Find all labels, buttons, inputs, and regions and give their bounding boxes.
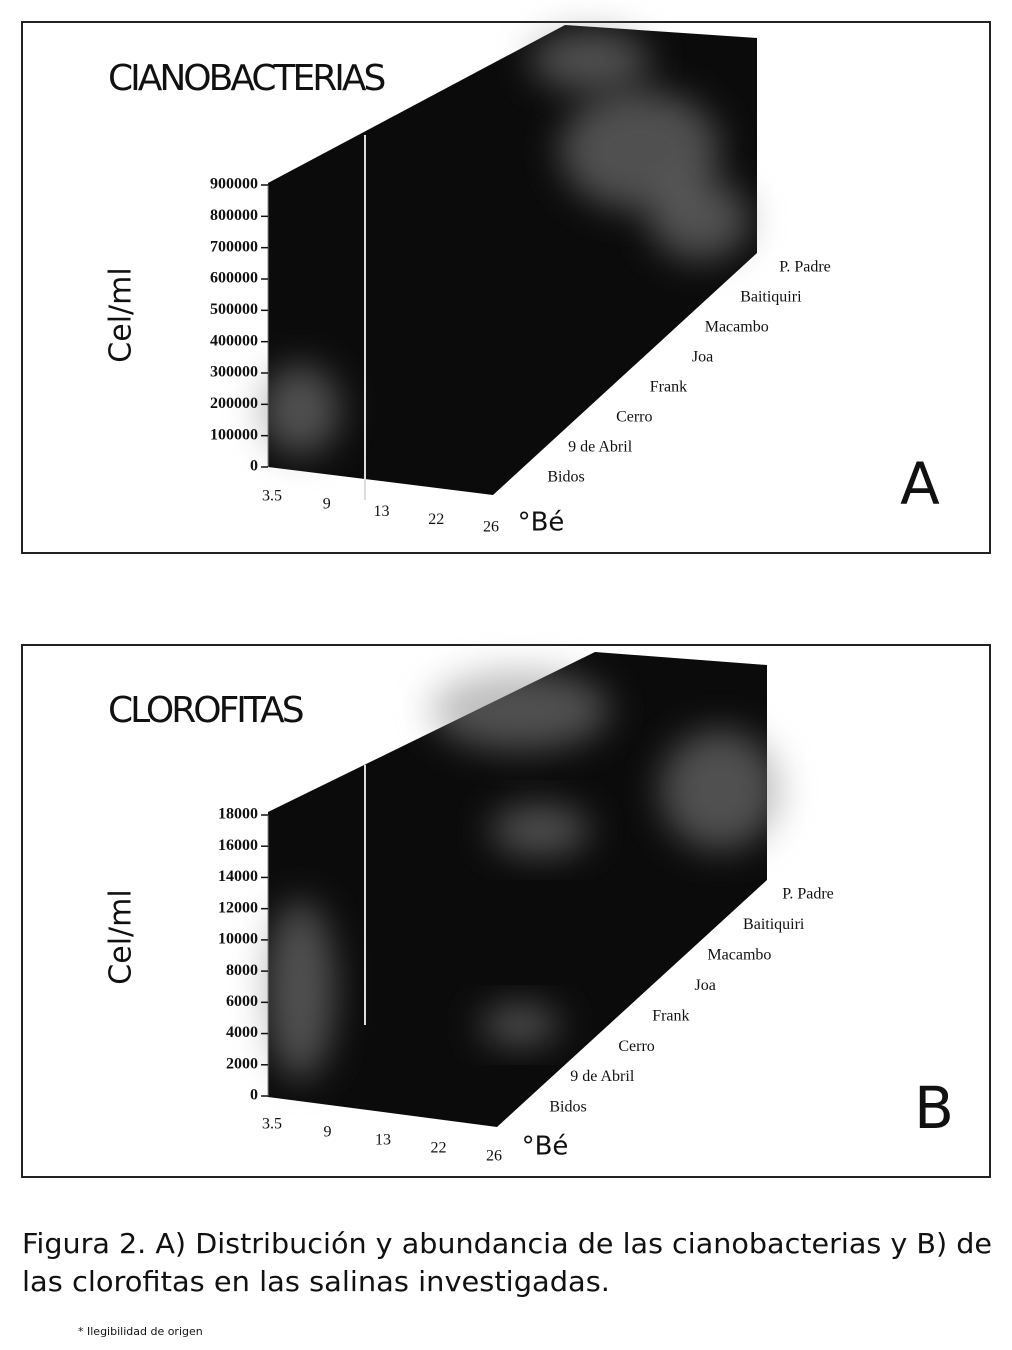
depth-label: Frank [650, 379, 687, 396]
chart-title: CIANOBACTERIAS [108, 58, 384, 99]
y-tick-label: 8000 [226, 962, 258, 979]
scan-texture [260, 365, 340, 455]
y-tick-label: 14000 [218, 868, 258, 885]
y-tick-label: 12000 [218, 899, 258, 916]
depth-label: Joa [694, 977, 715, 994]
footnote: * Ilegibilidad de origen [78, 1325, 203, 1338]
depth-label: Bidos [549, 1099, 586, 1116]
y-tick-label: 100000 [210, 426, 258, 443]
y-tick-label: 900000 [210, 176, 258, 193]
scan-texture [650, 180, 750, 260]
y-tick-label: 800000 [210, 207, 258, 224]
y-axis-label: Cel/ml [104, 267, 139, 362]
y-tick-label: 500000 [210, 301, 258, 318]
scan-texture [430, 670, 610, 750]
y-tick-label: 2000 [226, 1055, 258, 1072]
depth-label: Cerro [616, 409, 652, 426]
y-tick-label: 700000 [210, 238, 258, 255]
y-tick-label: 300000 [210, 364, 258, 381]
x-tick-label: 26 [486, 1148, 502, 1165]
x-tick-label: 9 [324, 1124, 332, 1141]
x-axis-label: °Bé [522, 1132, 569, 1162]
x-tick-label: 9 [323, 495, 331, 512]
panel-frame [21, 644, 991, 1178]
panel-frame [21, 21, 991, 554]
scan-texture [490, 805, 590, 855]
x-tick-label: 22 [428, 511, 444, 528]
y-tick-label: 16000 [218, 837, 258, 854]
x-tick-label: 3.5 [262, 488, 282, 505]
y-tick-label: 18000 [218, 806, 258, 823]
scan-texture [560, 90, 720, 210]
y-tick-label: 400000 [210, 332, 258, 349]
chart-title: CLOROFITAS [108, 690, 303, 731]
y-tick-label: 0 [250, 458, 258, 475]
depth-label: Bidos [547, 469, 584, 486]
depth-label: Frank [652, 1007, 689, 1024]
panel-label: B [914, 1074, 954, 1142]
y-tick-label: 200000 [210, 395, 258, 412]
depth-label: 9 de Abril [568, 439, 633, 456]
x-tick-label: 13 [375, 1132, 391, 1149]
y-tick-label: 600000 [210, 270, 258, 287]
depth-label: Macambo [705, 319, 769, 336]
y-tick-label: 10000 [218, 931, 258, 948]
depth-label: Macambo [707, 947, 771, 964]
y-tick-label: 0 [250, 1087, 258, 1104]
depth-label: Baitiquiri [740, 289, 802, 306]
x-tick-label: 22 [431, 1140, 447, 1157]
scan-texture [480, 1005, 560, 1045]
y-tick-label: 4000 [226, 1024, 258, 1041]
panel-label: A [900, 450, 940, 518]
depth-label: Joa [692, 349, 713, 366]
x-axis-label: °Bé [518, 508, 565, 538]
scan-texture [265, 900, 335, 1080]
depth-label: Cerro [618, 1038, 654, 1055]
depth-label: 9 de Abril [570, 1068, 635, 1085]
caption-line: las clorofitas en las salinas investigad… [22, 1265, 610, 1298]
depth-label: P. Padre [779, 259, 831, 276]
y-tick-label: 6000 [226, 993, 258, 1010]
depth-label: P. Padre [782, 886, 834, 903]
plot-box [268, 652, 767, 1127]
y-axis-label: Cel/ml [104, 889, 139, 984]
depth-label: Baitiquiri [743, 916, 805, 933]
scan-texture [660, 730, 780, 850]
x-tick-label: 3.5 [262, 1116, 282, 1133]
caption-line: Figura 2. A) Distribución y abundancia d… [22, 1227, 992, 1260]
x-tick-label: 26 [483, 519, 499, 536]
x-tick-label: 13 [374, 503, 390, 520]
scan-texture [530, 30, 650, 90]
